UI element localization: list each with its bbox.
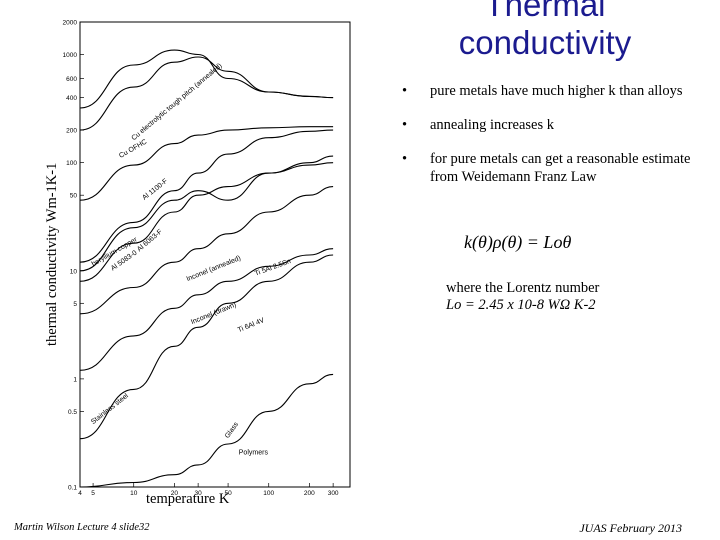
- series-line: [79, 56, 334, 131]
- y-tick-label: 400: [66, 95, 77, 102]
- series-line: [79, 162, 334, 272]
- series-line: [79, 186, 334, 315]
- bullet-item: • annealing increases k: [398, 116, 698, 134]
- curve-annotation: Stainless steel: [90, 392, 130, 426]
- curve-annotation: Inconel (annealed): [186, 255, 242, 283]
- plot-frame: [79, 21, 351, 488]
- x-tick-label: 30: [195, 490, 203, 497]
- footer-right: JUAS February 2013: [579, 521, 682, 535]
- lorentz-line-2: Lo = 2.45 x 10-8 WΩ K-2: [446, 297, 596, 313]
- y-axis-label: thermal conductivity Wm-1K-1: [44, 162, 60, 346]
- series-line: [79, 373, 334, 488]
- y-tick-label: 50: [70, 193, 78, 200]
- x-tick-label: 200: [304, 490, 315, 497]
- curve-annotation: Al 6063-F: [136, 228, 164, 253]
- bullet-item: • pure metals have much higher k than all…: [398, 82, 698, 100]
- series-line: [79, 155, 334, 282]
- y-tick-label: 600: [66, 76, 77, 83]
- bullet-text: for pure metals can get a reasonable est…: [430, 151, 691, 185]
- series-line: [79, 248, 334, 371]
- series-line: [79, 129, 334, 263]
- footer-left: Martin Wilson Lecture 4 slide32: [14, 522, 150, 533]
- bullet-text: annealing increases k: [430, 117, 555, 133]
- bullet-dot: •: [402, 151, 408, 167]
- curve-annotation: Glass: [224, 421, 240, 440]
- y-tick-label: 200: [66, 128, 77, 135]
- x-tick-label: 5: [91, 490, 95, 497]
- curve-annotation: Cu OFHC: [118, 138, 148, 159]
- curve-annotation: Al 1100-F: [141, 178, 169, 202]
- bullet-dot: •: [402, 83, 408, 99]
- bullet-text: pure metals have much higher k than allo…: [430, 83, 683, 99]
- curve-annotation: Polymers: [239, 449, 269, 456]
- bullet-item: • for pure metals can get a reasonable es…: [398, 150, 698, 186]
- y-tick-label: 100: [66, 160, 77, 167]
- y-tick-label: 2000: [63, 20, 78, 27]
- bullet-dot: •: [402, 117, 408, 133]
- wiedemann-franz-formula: k(θ)ρ(θ) = Loθ: [464, 232, 572, 252]
- slide-title: Thermal conductivity: [458, 0, 632, 61]
- x-tick-label: 4: [78, 490, 82, 497]
- y-tick-label: 1000: [63, 52, 78, 59]
- lorentz-line-1: where the Lorentz number: [446, 280, 600, 296]
- series-line: [79, 254, 334, 440]
- x-tick-label: 20: [171, 490, 179, 497]
- curve-annotation: Ti 6Al 4V: [237, 317, 266, 334]
- y-tick-label: 0.1: [68, 485, 77, 492]
- curve-annotation: Inconel (drawn): [190, 302, 237, 327]
- bullet-list: • pure metals have much higher k than all…: [398, 82, 698, 202]
- y-tick-label: 10: [70, 268, 78, 275]
- x-tick-label: 100: [263, 490, 274, 497]
- x-tick-label: 300: [328, 490, 339, 497]
- lorentz-number-text: where the Lorentz number Lo = 2.45 x 10-…: [446, 280, 599, 314]
- x-tick-label: 10: [130, 490, 138, 497]
- x-axis-label: temperature K: [146, 491, 230, 507]
- x-tick-label: 50: [224, 490, 232, 497]
- series-line: [79, 126, 334, 201]
- y-tick-label: 5: [73, 301, 77, 308]
- y-tick-label: 1: [73, 376, 77, 383]
- curve-annotation: Cu electrolytic tough pitch (annealed): [131, 62, 224, 142]
- y-tick-label: 0.5: [68, 409, 77, 416]
